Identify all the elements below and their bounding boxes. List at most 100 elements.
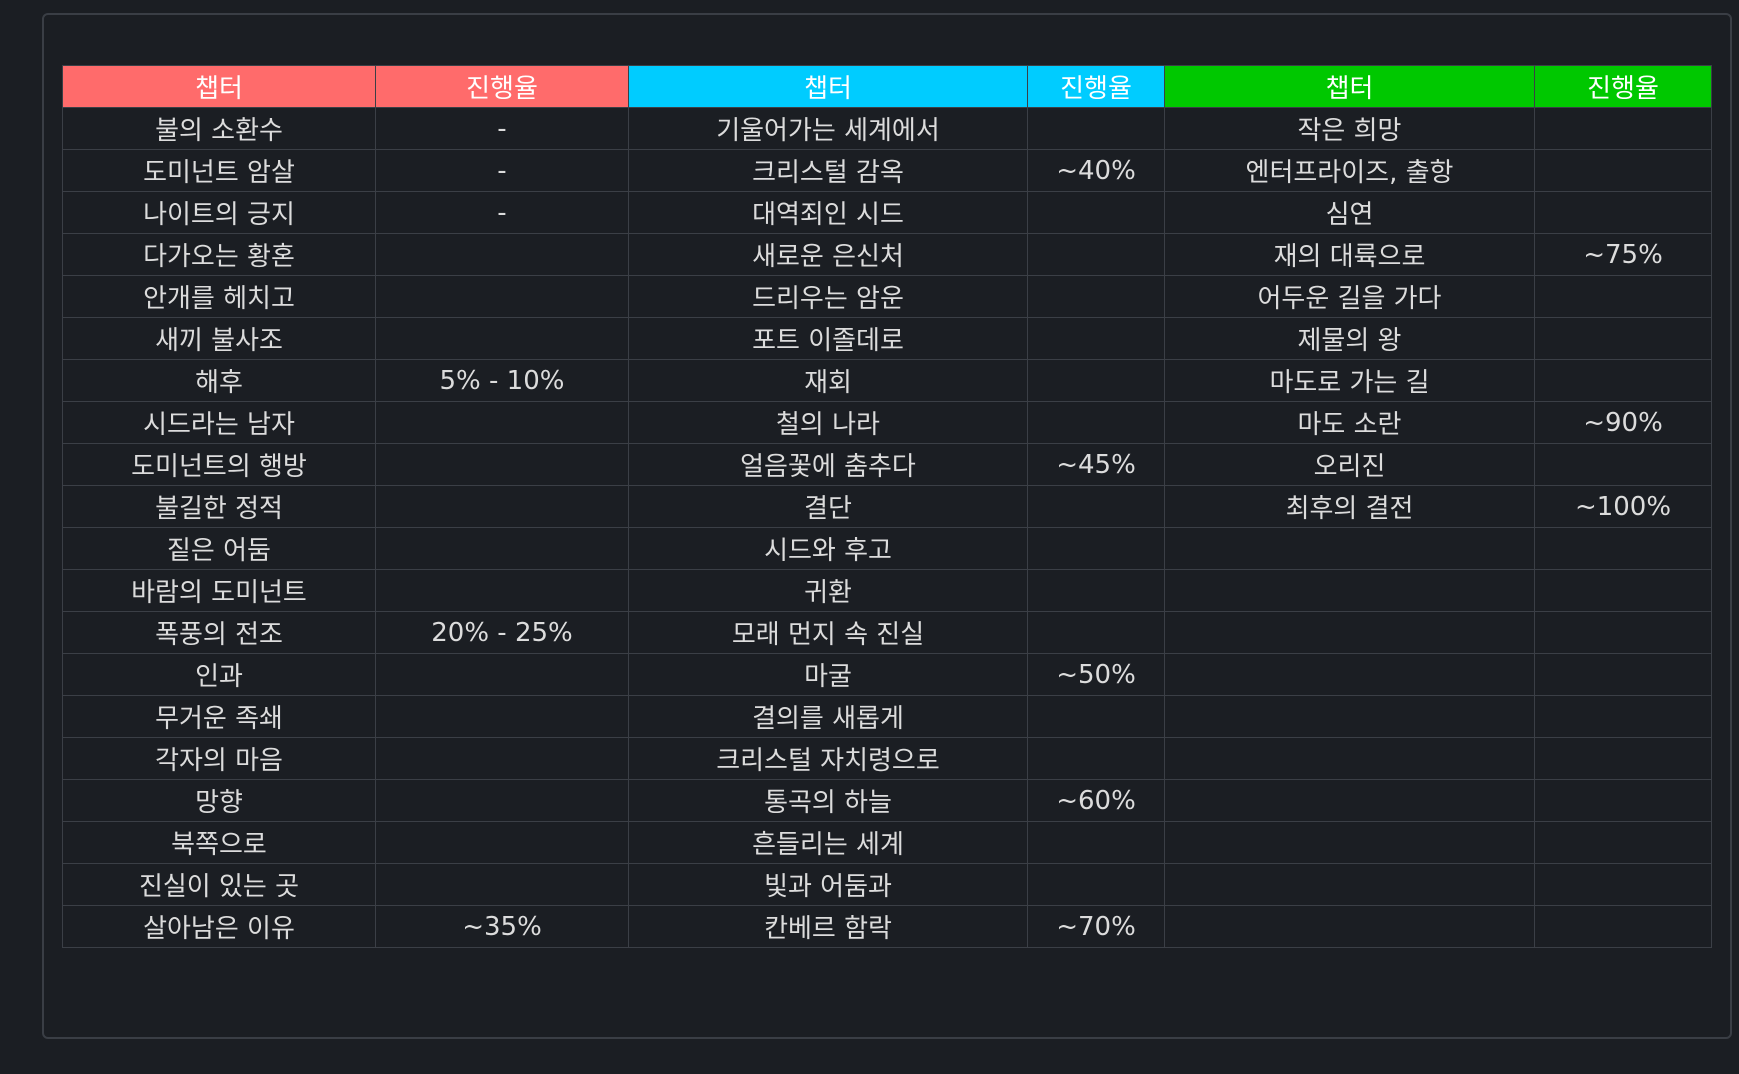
table-row: 다가오는 황혼 새로운 은신처 재의 대륙으로 ~75% [62, 233, 1712, 276]
chapter-cell: 다가오는 황혼 [62, 233, 376, 276]
table-row: 짙은 어둠 시드와 후고 [62, 527, 1712, 570]
progress-cell [1027, 611, 1165, 654]
chapter-cell: 흔들리는 세계 [628, 821, 1028, 864]
progress-cell [375, 233, 629, 276]
chapter-cell: 망향 [62, 779, 376, 822]
progress-cell [1534, 611, 1712, 654]
chapter-cell [1164, 527, 1535, 570]
progress-cell: ~45% [1027, 443, 1165, 486]
chapter-cell: 재회 [628, 359, 1028, 402]
progress-cell [1534, 107, 1712, 150]
chapter-cell: 마도 소란 [1164, 401, 1535, 444]
progress-cell [1534, 653, 1712, 696]
chapter-cell: 안개를 헤치고 [62, 275, 376, 318]
table-row: 바람의 도미넌트 귀환 [62, 569, 1712, 612]
chapter-cell: 살아남은 이유 [62, 905, 376, 948]
progress-cell [375, 653, 629, 696]
chapter-cell: 칸베르 함락 [628, 905, 1028, 948]
chapter-cell: 엔터프라이즈, 출항 [1164, 149, 1535, 192]
header-chapter-group-3: 챕터 [1164, 65, 1535, 108]
progress-cell [1027, 233, 1165, 276]
table-row: 망향 통곡의 하늘 ~60% [62, 779, 1712, 822]
chapter-cell: 시드라는 남자 [62, 401, 376, 444]
chapter-cell: 무거운 족쇄 [62, 695, 376, 738]
progress-cell [1534, 695, 1712, 738]
chapter-cell [1164, 737, 1535, 780]
table-row: 각자의 마음 크리스털 자치령으로 [62, 737, 1712, 780]
progress-cell: - [375, 107, 629, 150]
progress-cell [375, 737, 629, 780]
chapter-cell: 결단 [628, 485, 1028, 528]
table-row: 도미넌트의 행방 얼음꽃에 춤추다 ~45% 오리진 [62, 443, 1712, 486]
chapter-cell: 새끼 불사조 [62, 317, 376, 360]
chapter-cell: 인과 [62, 653, 376, 696]
progress-cell [1534, 191, 1712, 234]
chapter-cell: 오리진 [1164, 443, 1535, 486]
chapter-cell: 어두운 길을 가다 [1164, 275, 1535, 318]
chapter-cell: 최후의 결전 [1164, 485, 1535, 528]
chapter-cell: 통곡의 하늘 [628, 779, 1028, 822]
chapter-cell: 드리우는 암운 [628, 275, 1028, 318]
chapter-cell: 재의 대륙으로 [1164, 233, 1535, 276]
progress-cell: ~100% [1534, 485, 1712, 528]
chapter-cell: 도미넌트의 행방 [62, 443, 376, 486]
progress-cell [1027, 695, 1165, 738]
table-row: 새끼 불사조 포트 이졸데로 제물의 왕 [62, 317, 1712, 360]
chapter-cell: 불길한 정적 [62, 485, 376, 528]
progress-cell: ~90% [1534, 401, 1712, 444]
progress-cell [1534, 821, 1712, 864]
progress-cell [1027, 485, 1165, 528]
chapter-cell [1164, 863, 1535, 906]
progress-cell [1534, 527, 1712, 570]
table-row: 살아남은 이유 ~35% 칸베르 함락 ~70% [62, 905, 1712, 948]
header-progress-group-2: 진행율 [1027, 65, 1165, 108]
progress-cell [375, 569, 629, 612]
chapter-cell: 마굴 [628, 653, 1028, 696]
progress-cell [1534, 359, 1712, 402]
progress-cell [1534, 737, 1712, 780]
table-row: 불길한 정적 결단 최후의 결전 ~100% [62, 485, 1712, 528]
progress-cell: 5% - 10% [375, 359, 629, 402]
table-row: 안개를 헤치고 드리우는 암운 어두운 길을 가다 [62, 275, 1712, 318]
chapter-cell: 불의 소환수 [62, 107, 376, 150]
progress-cell [1534, 863, 1712, 906]
chapter-cell: 크리스털 자치령으로 [628, 737, 1028, 780]
table-row: 시드라는 남자 철의 나라 마도 소란 ~90% [62, 401, 1712, 444]
progress-cell [1027, 527, 1165, 570]
table-row: 불의 소환수 - 기울어가는 세계에서 작은 희망 [62, 107, 1712, 150]
table-row: 북쪽으로 흔들리는 세계 [62, 821, 1712, 864]
chapter-cell: 빛과 어둠과 [628, 863, 1028, 906]
progress-cell: - [375, 149, 629, 192]
progress-cell [1027, 569, 1165, 612]
progress-cell [375, 443, 629, 486]
progress-cell: ~50% [1027, 653, 1165, 696]
chapter-cell: 새로운 은신처 [628, 233, 1028, 276]
chapter-cell [1164, 569, 1535, 612]
chapter-cell: 진실이 있는 곳 [62, 863, 376, 906]
progress-cell [1027, 401, 1165, 444]
chapter-cell [1164, 779, 1535, 822]
chapter-cell: 기울어가는 세계에서 [628, 107, 1028, 150]
progress-cell: 20% - 25% [375, 611, 629, 654]
table-row: 해후 5% - 10% 재회 마도로 가는 길 [62, 359, 1712, 402]
progress-cell [375, 821, 629, 864]
header-chapter-group-1: 챕터 [62, 65, 376, 108]
chapter-cell [1164, 821, 1535, 864]
progress-cell [1534, 317, 1712, 360]
progress-cell: ~75% [1534, 233, 1712, 276]
progress-cell [375, 275, 629, 318]
progress-cell [1027, 191, 1165, 234]
chapter-cell: 폭풍의 전조 [62, 611, 376, 654]
progress-cell [1027, 863, 1165, 906]
chapter-cell: 결의를 새롭게 [628, 695, 1028, 738]
table-row: 무거운 족쇄 결의를 새롭게 [62, 695, 1712, 738]
progress-cell: ~40% [1027, 149, 1165, 192]
table-row: 도미넌트 암살 - 크리스털 감옥 ~40% 엔터프라이즈, 출항 [62, 149, 1712, 192]
progress-cell [375, 485, 629, 528]
chapter-cell: 각자의 마음 [62, 737, 376, 780]
progress-cell [1027, 821, 1165, 864]
progress-cell [1534, 779, 1712, 822]
header-progress-group-3: 진행율 [1534, 65, 1712, 108]
table-header-row: 챕터 진행율 챕터 진행율 챕터 진행율 [62, 65, 1712, 108]
chapter-cell: 해후 [62, 359, 376, 402]
